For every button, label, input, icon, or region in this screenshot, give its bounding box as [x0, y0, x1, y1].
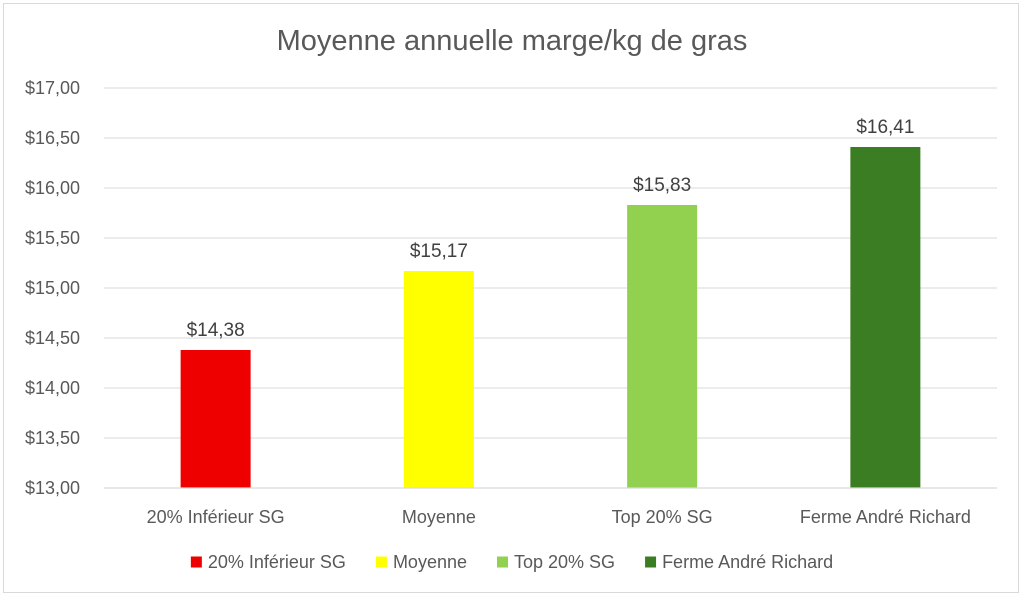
y-tick-label: $15,00	[25, 278, 80, 298]
chart-frame	[3, 3, 1019, 593]
bar	[180, 350, 251, 488]
legend-label: Ferme André Richard	[662, 552, 833, 572]
y-axis-tick-labels: $13,00 $13,50 $14,00 $14,50 $15,00 $15,50 $16,…	[25, 78, 80, 498]
legend-swatch	[645, 556, 657, 568]
data-label: $15,17	[410, 241, 468, 262]
x-tick-label: Moyenne	[402, 507, 476, 527]
legend-label: Top 20% SG	[514, 552, 615, 572]
legend-label: 20% Inférieur SG	[208, 552, 346, 572]
x-tick-label: Ferme André Richard	[800, 507, 971, 527]
x-tick-label: Top 20% SG	[612, 507, 713, 527]
chart-title: Moyenne annuelle marge/kg de gras	[277, 25, 748, 57]
y-tick-label: $14,50	[25, 328, 80, 348]
y-tick-label: $15,50	[25, 228, 80, 248]
legend-label: Moyenne	[393, 552, 467, 572]
bars	[180, 147, 921, 488]
legend-swatch	[375, 556, 387, 568]
bar	[627, 205, 698, 488]
bar	[403, 271, 474, 488]
gridlines	[104, 87, 997, 439]
legend-swatch	[497, 556, 508, 568]
data-label: $16,41	[856, 117, 914, 138]
y-tick-label: $17,00	[25, 78, 80, 98]
legend: 20% Inférieur SG Moyenne Top 20% SG Ferme A…	[190, 552, 833, 572]
data-labels: $14,38 $15,17 $15,83 $16,41	[187, 117, 915, 341]
bar	[850, 147, 921, 488]
y-tick-label: $16,50	[25, 128, 80, 148]
y-tick-label: $16,00	[25, 178, 80, 198]
y-tick-label: $13,50	[25, 428, 80, 448]
y-tick-label: $13,00	[25, 478, 80, 498]
data-label: $15,83	[633, 175, 691, 196]
legend-swatch	[190, 556, 202, 568]
y-tick-label: $14,00	[25, 378, 80, 398]
x-tick-label: 20% Inférieur SG	[147, 507, 285, 527]
x-axis-category-labels: 20% Inférieur SG Moyenne Top 20% SG Ferme A…	[147, 507, 971, 527]
data-label: $14,38	[187, 320, 245, 341]
